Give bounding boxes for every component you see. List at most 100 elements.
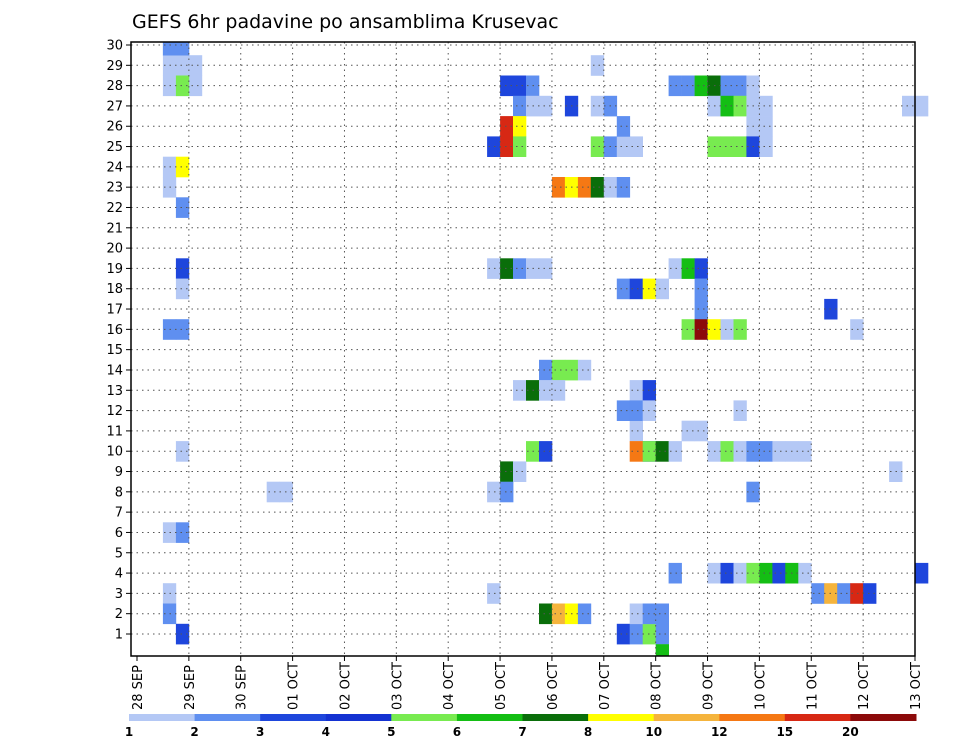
heat-cell — [513, 380, 527, 401]
heat-cell — [655, 441, 669, 462]
heat-cell — [759, 116, 773, 137]
heat-cell — [733, 319, 747, 340]
x-tick-label: 12 OCT — [857, 662, 872, 710]
heat-cell — [733, 75, 747, 97]
colorbar-segment — [653, 714, 720, 721]
y-tick-label: 25 — [106, 140, 123, 155]
heat-cell — [500, 136, 514, 157]
y-tick-label: 26 — [106, 120, 123, 135]
heat-cell — [266, 481, 280, 503]
y-tick-label: 20 — [106, 242, 123, 257]
grid-layer — [131, 42, 915, 656]
colorbar-label: 7 — [518, 725, 526, 739]
heat-cell — [590, 95, 605, 117]
y-tick-label: 23 — [106, 181, 123, 196]
heat-cell — [616, 177, 631, 198]
heat-cell — [720, 75, 734, 97]
colorbar-label: 1 — [125, 725, 133, 739]
heat-cell — [551, 603, 566, 625]
colorbar-segment — [784, 714, 851, 721]
heat-cell — [668, 258, 682, 279]
heat-cell — [733, 95, 747, 117]
heat-cell — [513, 116, 527, 137]
x-tick-label: 13 OCT — [909, 662, 924, 710]
heat-cell — [551, 359, 566, 381]
y-tick-label: 4 — [115, 567, 123, 582]
heat-cell — [175, 75, 190, 97]
heat-cell — [500, 461, 514, 482]
x-tick-label: 02 OCT — [338, 662, 353, 710]
heat-cell — [577, 359, 592, 381]
x-tick-label: 10 OCT — [753, 662, 768, 710]
x-tick-label: 04 OCT — [442, 662, 457, 710]
heat-cell — [162, 42, 177, 56]
y-tick-label: 9 — [115, 465, 123, 480]
cells-layer — [162, 42, 929, 657]
heat-cell — [915, 95, 929, 117]
colorbar-label: 6 — [453, 725, 461, 739]
heat-cell — [175, 197, 190, 218]
heat-cell — [655, 278, 669, 300]
y-tick-label: 2 — [115, 607, 123, 622]
heat-cell — [590, 136, 605, 157]
heat-cell — [681, 75, 695, 97]
heat-cell — [720, 441, 734, 462]
heat-cell — [694, 319, 708, 340]
heat-cell — [915, 562, 929, 584]
x-tick-label: 01 OCT — [287, 662, 302, 710]
colorbar-label: 5 — [387, 725, 395, 739]
heat-cell — [487, 481, 501, 503]
heat-cell — [500, 481, 514, 503]
heat-cell — [590, 55, 605, 76]
y-tick-label: 17 — [106, 303, 123, 318]
heat-cell — [539, 95, 553, 117]
heat-cell — [175, 278, 190, 300]
colorbar-segment — [588, 714, 655, 721]
x-tick-label: 06 OCT — [546, 662, 561, 710]
heat-cell — [551, 380, 566, 401]
heat-cell — [733, 136, 747, 157]
heat-cell — [513, 75, 527, 97]
heat-cell — [616, 623, 631, 645]
y-tick-label: 19 — [106, 262, 123, 277]
x-tick-label: 29 SEP — [183, 665, 198, 710]
heat-cell — [850, 583, 864, 604]
y-tick-label: 27 — [106, 99, 123, 114]
heat-cell — [733, 562, 747, 584]
heat-cell — [694, 258, 708, 279]
heat-cell — [616, 278, 631, 300]
colorbar-label: 3 — [256, 725, 264, 739]
plot-frame — [130, 41, 916, 657]
x-tick-label: 09 OCT — [702, 662, 717, 710]
heat-cell — [720, 95, 734, 117]
heat-cell — [175, 522, 190, 543]
heat-cell — [655, 644, 669, 657]
y-tick-label: 29 — [106, 59, 123, 74]
colorbar-segment — [325, 714, 392, 721]
y-tick-label: 8 — [115, 485, 123, 500]
heat-cell — [551, 177, 566, 198]
heat-cell — [188, 55, 203, 76]
heat-cell — [681, 258, 695, 279]
heat-cell — [175, 258, 190, 279]
y-axis: 1234567891011121314151617181920212223242… — [106, 39, 131, 643]
heat-cell — [175, 623, 190, 645]
y-tick-label: 21 — [106, 221, 123, 236]
heat-cell — [629, 380, 643, 401]
chart-title: GEFS 6hr padavine po ansamblima Krusevac — [132, 11, 559, 33]
heat-cell — [513, 95, 527, 117]
heat-cell — [759, 136, 773, 157]
x-tick-label: 03 OCT — [390, 662, 405, 710]
heat-cell — [863, 583, 877, 604]
heat-cell — [175, 441, 190, 462]
colorbar-segment — [194, 714, 261, 721]
heat-cell — [616, 136, 631, 157]
heat-cell — [539, 603, 553, 625]
heat-cell — [487, 258, 501, 279]
colorbar-label: 20 — [842, 725, 859, 739]
heat-cell — [513, 136, 527, 157]
heat-cell — [500, 116, 514, 137]
colorbar-segment — [850, 714, 917, 721]
heat-cell — [655, 603, 669, 625]
